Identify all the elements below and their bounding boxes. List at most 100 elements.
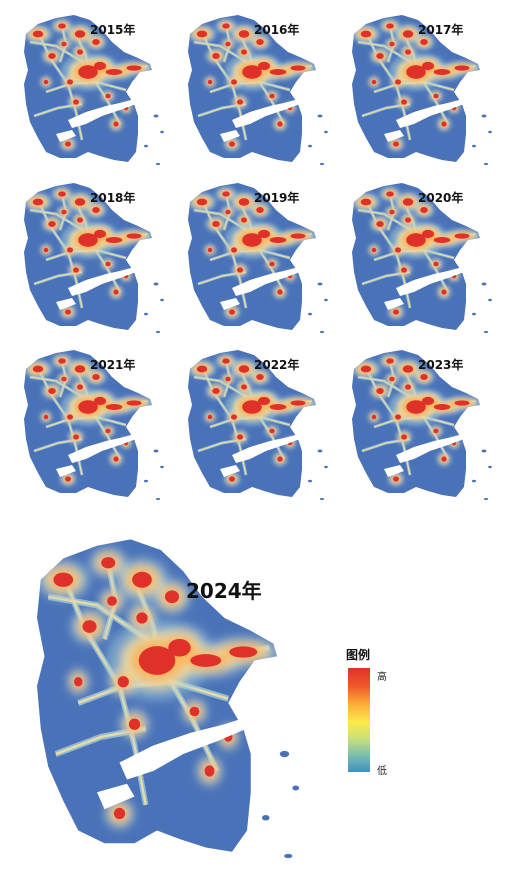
region-map (352, 15, 492, 165)
density-layer (352, 353, 480, 487)
density-layer (352, 186, 480, 320)
island (155, 498, 161, 500)
river-branch (56, 298, 76, 310)
island (488, 130, 492, 134)
river-branch (56, 130, 76, 142)
map-panel-2024: 2024年 (22, 533, 322, 873)
river-branch (220, 298, 240, 310)
river (232, 433, 302, 463)
river-branch (384, 130, 404, 142)
island (144, 312, 148, 316)
region-map-large (37, 539, 300, 859)
island (324, 465, 328, 469)
map-panel-2015: 2015年 (16, 12, 176, 172)
map-panel-2021: 2021年 (16, 347, 176, 507)
region-map (352, 183, 492, 333)
river (232, 98, 302, 128)
island (483, 163, 489, 165)
river (232, 266, 302, 296)
island (481, 282, 487, 286)
map-panel-2018: 2018年 (16, 180, 176, 340)
island (488, 465, 492, 469)
island (317, 449, 323, 453)
year-label: 2015年 (90, 23, 136, 37)
density-layer (24, 353, 152, 487)
legend: 图例 高 低 (346, 646, 406, 777)
river (396, 266, 466, 296)
map-panel-2017: 2017年 (344, 12, 504, 172)
legend-low-label: 低 (377, 766, 387, 777)
region-map (24, 183, 164, 333)
river-branch (220, 465, 240, 477)
region-map (24, 350, 164, 500)
region-map (24, 15, 164, 165)
island (472, 144, 476, 148)
year-label: 2019年 (254, 191, 300, 205)
region-map (352, 350, 492, 500)
region-map (188, 15, 328, 165)
island (483, 331, 489, 333)
island (153, 449, 159, 453)
map-panel-2022: 2022年 (180, 347, 340, 507)
island (308, 312, 312, 316)
map-panel-2019: 2019年 (180, 180, 340, 340)
island (144, 479, 148, 483)
year-label: 2023年 (418, 358, 464, 372)
river-branch (384, 298, 404, 310)
island (284, 853, 293, 859)
island (292, 785, 300, 791)
legend-high-label: 高 (377, 672, 387, 683)
island (472, 312, 476, 316)
river-branch (97, 783, 135, 810)
island (160, 298, 164, 302)
map-panel-2020: 2020年 (344, 180, 504, 340)
river (396, 433, 466, 463)
year-label: 2017年 (418, 23, 464, 37)
river-branch (220, 130, 240, 142)
map-panel-2023: 2023年 (344, 347, 504, 507)
island (324, 298, 328, 302)
density-layer (24, 18, 152, 152)
density-layer (188, 18, 316, 152)
island (155, 163, 161, 165)
island (144, 144, 148, 148)
river (68, 266, 138, 296)
island (153, 282, 159, 286)
island (262, 814, 270, 821)
year-label: 2018年 (90, 191, 136, 205)
island (488, 298, 492, 302)
island (324, 130, 328, 134)
density-layer (352, 18, 480, 152)
region-map (188, 183, 328, 333)
island (153, 114, 159, 118)
main-year-label: 2024年 (186, 579, 262, 603)
island (160, 130, 164, 134)
legend-color-ramp (348, 668, 370, 772)
density-layer (24, 186, 152, 320)
island (481, 449, 487, 453)
year-label: 2022年 (254, 358, 300, 372)
legend-title: 图例 (346, 648, 371, 662)
river-branch (384, 465, 404, 477)
island (308, 479, 312, 483)
island (308, 144, 312, 148)
island (319, 163, 325, 165)
year-label: 2016年 (254, 23, 300, 37)
year-label: 2020年 (418, 191, 464, 205)
island (481, 114, 487, 118)
region-map (188, 350, 328, 500)
island (483, 498, 489, 500)
island (155, 331, 161, 333)
river (68, 433, 138, 463)
island (317, 282, 323, 286)
island (319, 498, 325, 500)
island (160, 465, 164, 469)
map-panel-2016: 2016年 (180, 12, 340, 172)
river (68, 98, 138, 128)
island (279, 750, 290, 758)
year-label: 2021年 (90, 358, 136, 372)
density-layer (188, 353, 316, 487)
island (317, 114, 323, 118)
river (119, 715, 251, 780)
island (319, 331, 325, 333)
